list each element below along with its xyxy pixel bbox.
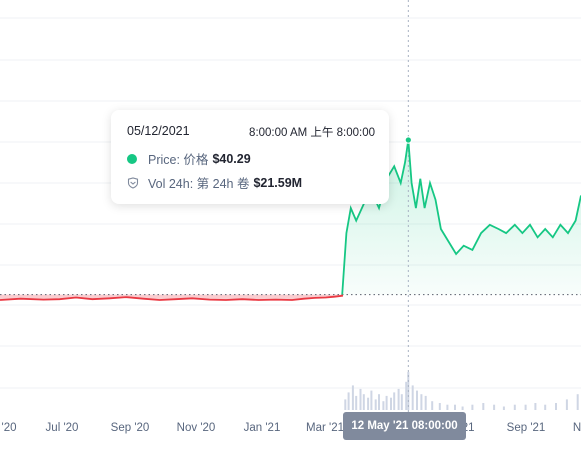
x-tick-label: Mar '21 — [306, 422, 344, 434]
x-tick-label: Nov '20 — [177, 422, 216, 434]
volume-bar — [347, 392, 350, 410]
volume-bar — [355, 395, 358, 410]
volume-bar — [493, 404, 496, 410]
volume-bar — [431, 401, 434, 410]
volume-bar — [446, 404, 449, 410]
price-tooltip: 05/12/2021 8:00:00 AM 上午 8:00:00 Price: … — [111, 110, 389, 204]
volume-bar — [359, 388, 362, 410]
tooltip-date: 05/12/2021 — [127, 124, 190, 138]
volume-bar — [370, 390, 373, 410]
volume-bar — [385, 395, 388, 410]
x-tick-label: Jul '20 — [46, 422, 79, 434]
volume-bar — [382, 401, 385, 410]
tooltip-price-row: Price: 价格 $40.29 — [127, 149, 251, 168]
volume-bar — [461, 406, 464, 410]
x-tick-label: Sep '20 — [111, 422, 150, 434]
volume-bars — [344, 372, 579, 410]
volume-bar — [471, 404, 474, 410]
tooltip-price-value: $40.29 — [212, 151, 251, 166]
volume-bar — [482, 403, 485, 410]
hover-point-marker — [404, 136, 413, 144]
x-tick-label: Sep '21 — [507, 422, 546, 434]
volume-bar — [378, 394, 380, 410]
volume-bar — [393, 392, 396, 410]
tooltip-volume-value: $21.59M — [253, 175, 303, 190]
price-line-below-baseline — [0, 294, 344, 301]
volume-bar — [576, 394, 579, 410]
price-area-below-baseline — [0, 294, 343, 300]
price-line-above-baseline — [341, 139, 581, 295]
volume-bar — [367, 397, 370, 410]
x-tick-label: N — [573, 422, 581, 434]
volume-bar — [502, 406, 505, 410]
volume-bar — [534, 403, 537, 410]
tooltip-price-label: Price: 价格 — [148, 153, 209, 167]
volume-bar — [454, 404, 456, 410]
x-tick-label: Jan '21 — [244, 422, 281, 434]
x-axis-labels: '20 Jul '20 Sep '20 Nov '20 Jan '21 Mar '21'2… — [2, 422, 581, 434]
volume-bar — [544, 404, 547, 410]
volume-bar — [524, 404, 527, 410]
volume-bar — [344, 399, 347, 410]
volume-shield-icon — [127, 176, 139, 189]
price-legend-dot — [127, 153, 137, 164]
tooltip-volume-label: Vol 24h: 第 24h 卷 — [148, 177, 250, 191]
volume-bar — [424, 395, 427, 410]
volume-bar — [362, 394, 365, 410]
tooltip-volume-row: Vol 24h: 第 24h 卷 $21.59M — [127, 173, 302, 192]
volume-bar — [420, 394, 423, 410]
volume-bar — [351, 385, 354, 410]
x-axis-crosshair-badge: 12 May '21 08:00:00 — [343, 412, 466, 440]
tooltip-time: 8:00:00 AM 上午 8:00:00 — [249, 127, 375, 139]
volume-bar — [416, 390, 418, 410]
volume-bar — [438, 403, 441, 410]
volume-bar — [555, 403, 557, 410]
volume-bar — [411, 385, 414, 410]
volume-bar — [405, 381, 408, 410]
volume-bar — [565, 399, 568, 410]
volume-bar — [513, 404, 516, 410]
volume-bar — [374, 399, 377, 410]
volume-bar — [397, 388, 400, 410]
volume-bar — [390, 397, 392, 410]
volume-bar — [400, 394, 403, 410]
x-tick-label: '20 — [2, 422, 17, 434]
